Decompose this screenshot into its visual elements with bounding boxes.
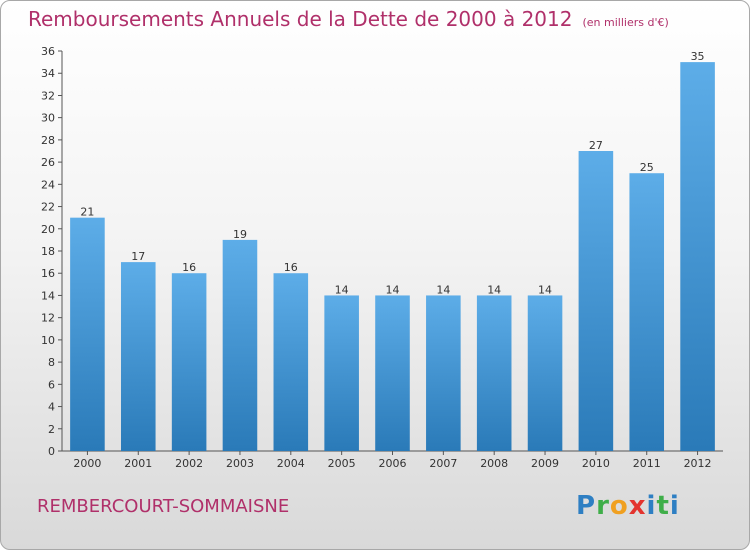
y-tick-label: 26 <box>41 156 55 169</box>
data-label: 19 <box>233 228 247 241</box>
logo-letter: r <box>596 491 610 521</box>
bar-2009 <box>527 295 563 451</box>
logo-letter: P <box>576 491 597 521</box>
bar-2001 <box>120 262 156 451</box>
data-label: 16 <box>182 261 196 274</box>
logo-letter: i <box>669 491 680 521</box>
bar-2006 <box>375 295 410 451</box>
chart-title: Remboursements Annuels de la Dette de 20… <box>28 7 669 31</box>
y-tick-label: 4 <box>48 401 55 414</box>
bar-2011 <box>629 173 665 451</box>
commune-name: REMBERCOURT-SOMMAISNE <box>37 496 290 517</box>
y-tick-label: 20 <box>41 223 55 236</box>
y-tick-label: 14 <box>41 289 55 302</box>
data-label: 35 <box>691 50 705 63</box>
bar-2012 <box>680 62 715 451</box>
data-label: 14 <box>538 283 552 296</box>
data-label: 14 <box>335 283 349 296</box>
y-tick-label: 32 <box>41 89 55 102</box>
x-tick-label: 2004 <box>277 457 305 470</box>
x-tick-label: 2002 <box>175 457 203 470</box>
data-label: 14 <box>436 283 450 296</box>
x-tick-label: 2005 <box>328 457 356 470</box>
data-label: 16 <box>284 261 298 274</box>
x-tick-label: 2003 <box>226 457 254 470</box>
y-tick-label: 18 <box>41 245 55 258</box>
x-tick-label: 2009 <box>531 457 559 470</box>
bar-2007 <box>426 295 461 451</box>
y-tick-label: 6 <box>48 378 55 391</box>
y-tick-label: 36 <box>41 45 55 58</box>
x-tick-label: 2008 <box>480 457 508 470</box>
data-label: 17 <box>131 250 145 263</box>
bar-2003 <box>222 239 258 451</box>
y-tick-label: 2 <box>48 423 55 436</box>
chart-subtitle: (en milliers d'€) <box>582 16 669 29</box>
y-tick-label: 12 <box>41 312 55 325</box>
bar-2005 <box>324 295 359 451</box>
x-tick-label: 2007 <box>429 457 457 470</box>
logo-letter: o <box>609 491 629 521</box>
y-tick-label: 24 <box>41 178 55 191</box>
bar-2008 <box>476 295 512 451</box>
y-tick-label: 8 <box>48 356 55 369</box>
logo-letter: x <box>628 491 647 521</box>
bar-2000 <box>70 217 105 451</box>
data-label: 27 <box>589 139 603 152</box>
data-label: 21 <box>80 206 94 219</box>
y-tick-label: 16 <box>41 267 55 280</box>
bars <box>70 62 715 451</box>
x-tick-label: 2011 <box>633 457 661 470</box>
x-tick-label: 2006 <box>379 457 407 470</box>
bar-2002 <box>171 273 207 451</box>
x-tick-label: 2001 <box>124 457 152 470</box>
data-label: 14 <box>386 283 400 296</box>
y-tick-label: 28 <box>41 134 55 147</box>
bar-2010 <box>578 151 614 451</box>
x-tick-label: 2010 <box>582 457 610 470</box>
y-tick-label: 30 <box>41 112 55 125</box>
data-label: 14 <box>487 283 501 296</box>
y-tick-label: 22 <box>41 201 55 214</box>
x-tick-label: 2000 <box>73 457 101 470</box>
y-tick-label: 10 <box>41 334 55 347</box>
proxiti-logo: Proxiti <box>576 491 680 521</box>
data-label: 25 <box>640 161 654 174</box>
title-text: Remboursements Annuels de la Dette de 20… <box>28 7 573 31</box>
x-tick-label: 2012 <box>684 457 712 470</box>
bar-2004 <box>273 273 309 451</box>
y-tick-label: 34 <box>41 67 55 80</box>
y-tick-label: 0 <box>48 445 55 458</box>
logo-letter: t <box>656 491 670 521</box>
labels: 2000 21 2001 17 2002 16 2003 19 2004 16 2005 14 2006… <box>73 50 711 470</box>
logo-letter: i <box>646 491 657 521</box>
